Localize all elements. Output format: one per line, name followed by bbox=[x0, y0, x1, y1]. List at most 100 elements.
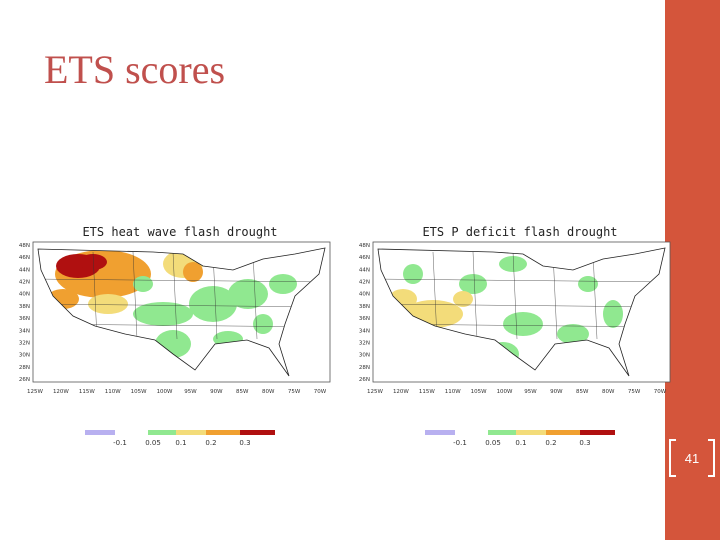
score-patch bbox=[578, 276, 598, 292]
lon-tick-label: 80W bbox=[602, 389, 615, 395]
score-patch bbox=[453, 291, 473, 307]
state-line bbox=[38, 278, 325, 283]
map-title: ETS heat wave flash drought bbox=[82, 225, 277, 239]
lat-tick-label: 28N bbox=[19, 365, 30, 371]
lon-tick-label: 120W bbox=[53, 389, 69, 395]
score-patch bbox=[183, 262, 203, 282]
legend-label: 0.05 bbox=[145, 439, 161, 447]
legend-label: 0.1 bbox=[175, 439, 186, 447]
legend-swatch bbox=[425, 430, 455, 435]
lon-tick-label: 95W bbox=[524, 389, 537, 395]
lon-tick-label: 110W bbox=[445, 389, 461, 395]
page-number: 41 bbox=[685, 451, 699, 466]
lat-tick-label: 26N bbox=[19, 377, 30, 383]
score-patch bbox=[189, 286, 237, 322]
legend-label: 0.2 bbox=[205, 439, 216, 447]
state-line bbox=[378, 278, 665, 283]
legend-label: 0.05 bbox=[485, 439, 501, 447]
lat-tick-label: 40N bbox=[359, 292, 370, 298]
state-line bbox=[38, 303, 325, 308]
legend-swatch bbox=[546, 430, 580, 435]
us-outline bbox=[37, 247, 326, 377]
state-line bbox=[512, 251, 518, 340]
score-patch bbox=[499, 256, 527, 272]
us-outline bbox=[377, 247, 666, 377]
legend-swatch bbox=[85, 430, 115, 435]
legend-swatch bbox=[206, 430, 240, 435]
lat-tick-label: 32N bbox=[359, 340, 370, 346]
lat-tick-label: 44N bbox=[359, 267, 370, 273]
score-patch bbox=[228, 279, 268, 309]
score-patch bbox=[133, 302, 193, 326]
lon-tick-label: 100W bbox=[497, 389, 513, 395]
score-patch bbox=[403, 264, 423, 284]
lat-tick-label: 38N bbox=[359, 304, 370, 310]
score-patch bbox=[133, 276, 153, 292]
lat-tick-label: 48N bbox=[359, 243, 370, 249]
lon-tick-label: 85W bbox=[576, 389, 589, 395]
legend-swatch bbox=[148, 430, 176, 435]
score-patch bbox=[253, 314, 273, 334]
legend-swatch bbox=[516, 430, 546, 435]
lon-tick-label: 125W bbox=[27, 389, 43, 395]
lon-tick-label: 70W bbox=[314, 389, 327, 395]
state-line bbox=[172, 251, 178, 340]
lat-tick-label: 40N bbox=[19, 292, 30, 298]
score-patch bbox=[269, 274, 297, 294]
lon-tick-label: 90W bbox=[210, 389, 223, 395]
legend-label: 0.2 bbox=[545, 439, 556, 447]
lon-tick-label: 120W bbox=[393, 389, 409, 395]
legend-swatch bbox=[488, 430, 516, 435]
lon-tick-label: 105W bbox=[471, 389, 487, 395]
lat-tick-label: 48N bbox=[19, 243, 30, 249]
state-line bbox=[132, 251, 138, 340]
lat-tick-label: 36N bbox=[19, 316, 30, 322]
lon-tick-label: 115W bbox=[419, 389, 435, 395]
legend-swatch bbox=[580, 430, 615, 435]
state-line bbox=[378, 303, 665, 308]
score-patch bbox=[79, 254, 107, 270]
lon-tick-label: 90W bbox=[550, 389, 563, 395]
lat-tick-label: 34N bbox=[359, 328, 370, 334]
legend-label: 0.3 bbox=[239, 439, 250, 447]
lon-tick-label: 100W bbox=[157, 389, 173, 395]
lat-tick-label: 34N bbox=[19, 328, 30, 334]
side-bar bbox=[665, 0, 720, 540]
lat-tick-label: 44N bbox=[19, 267, 30, 273]
state-line bbox=[592, 251, 598, 340]
lat-tick-label: 30N bbox=[19, 353, 30, 359]
legend-swatch bbox=[240, 430, 275, 435]
score-patch bbox=[503, 312, 543, 336]
score-patch bbox=[603, 300, 623, 328]
lon-tick-label: 75W bbox=[628, 389, 641, 395]
lon-tick-label: 115W bbox=[79, 389, 95, 395]
lat-tick-label: 38N bbox=[19, 304, 30, 310]
lon-tick-label: 95W bbox=[184, 389, 197, 395]
lon-tick-label: 105W bbox=[131, 389, 147, 395]
legend-swatch bbox=[176, 430, 206, 435]
lat-tick-label: 30N bbox=[359, 353, 370, 359]
lat-tick-label: 42N bbox=[359, 280, 370, 286]
state-line bbox=[252, 251, 258, 340]
lat-tick-label: 28N bbox=[359, 365, 370, 371]
lon-tick-label: 75W bbox=[288, 389, 301, 395]
lat-tick-label: 46N bbox=[19, 255, 30, 261]
legend-label: 0.3 bbox=[579, 439, 590, 447]
lon-tick-label: 70W bbox=[654, 389, 667, 395]
lon-tick-label: 85W bbox=[236, 389, 249, 395]
lat-tick-label: 26N bbox=[359, 377, 370, 383]
state-line bbox=[472, 251, 478, 340]
legend-label: 0.1 bbox=[515, 439, 526, 447]
lon-tick-label: 80W bbox=[262, 389, 275, 395]
legend-label: -0.1 bbox=[453, 439, 467, 447]
score-patch bbox=[557, 324, 589, 344]
legend-label: -0.1 bbox=[113, 439, 127, 447]
lat-tick-label: 46N bbox=[359, 255, 370, 261]
maps: ETS heat wave flash drought 48N 46N 44N 42N 4… bbox=[19, 225, 671, 447]
lat-tick-label: 32N bbox=[19, 340, 30, 346]
score-patch bbox=[459, 274, 487, 294]
lat-tick-label: 42N bbox=[19, 280, 30, 286]
slide-title: ETS scores bbox=[44, 47, 225, 92]
map-title: ETS P deficit flash drought bbox=[422, 225, 617, 239]
